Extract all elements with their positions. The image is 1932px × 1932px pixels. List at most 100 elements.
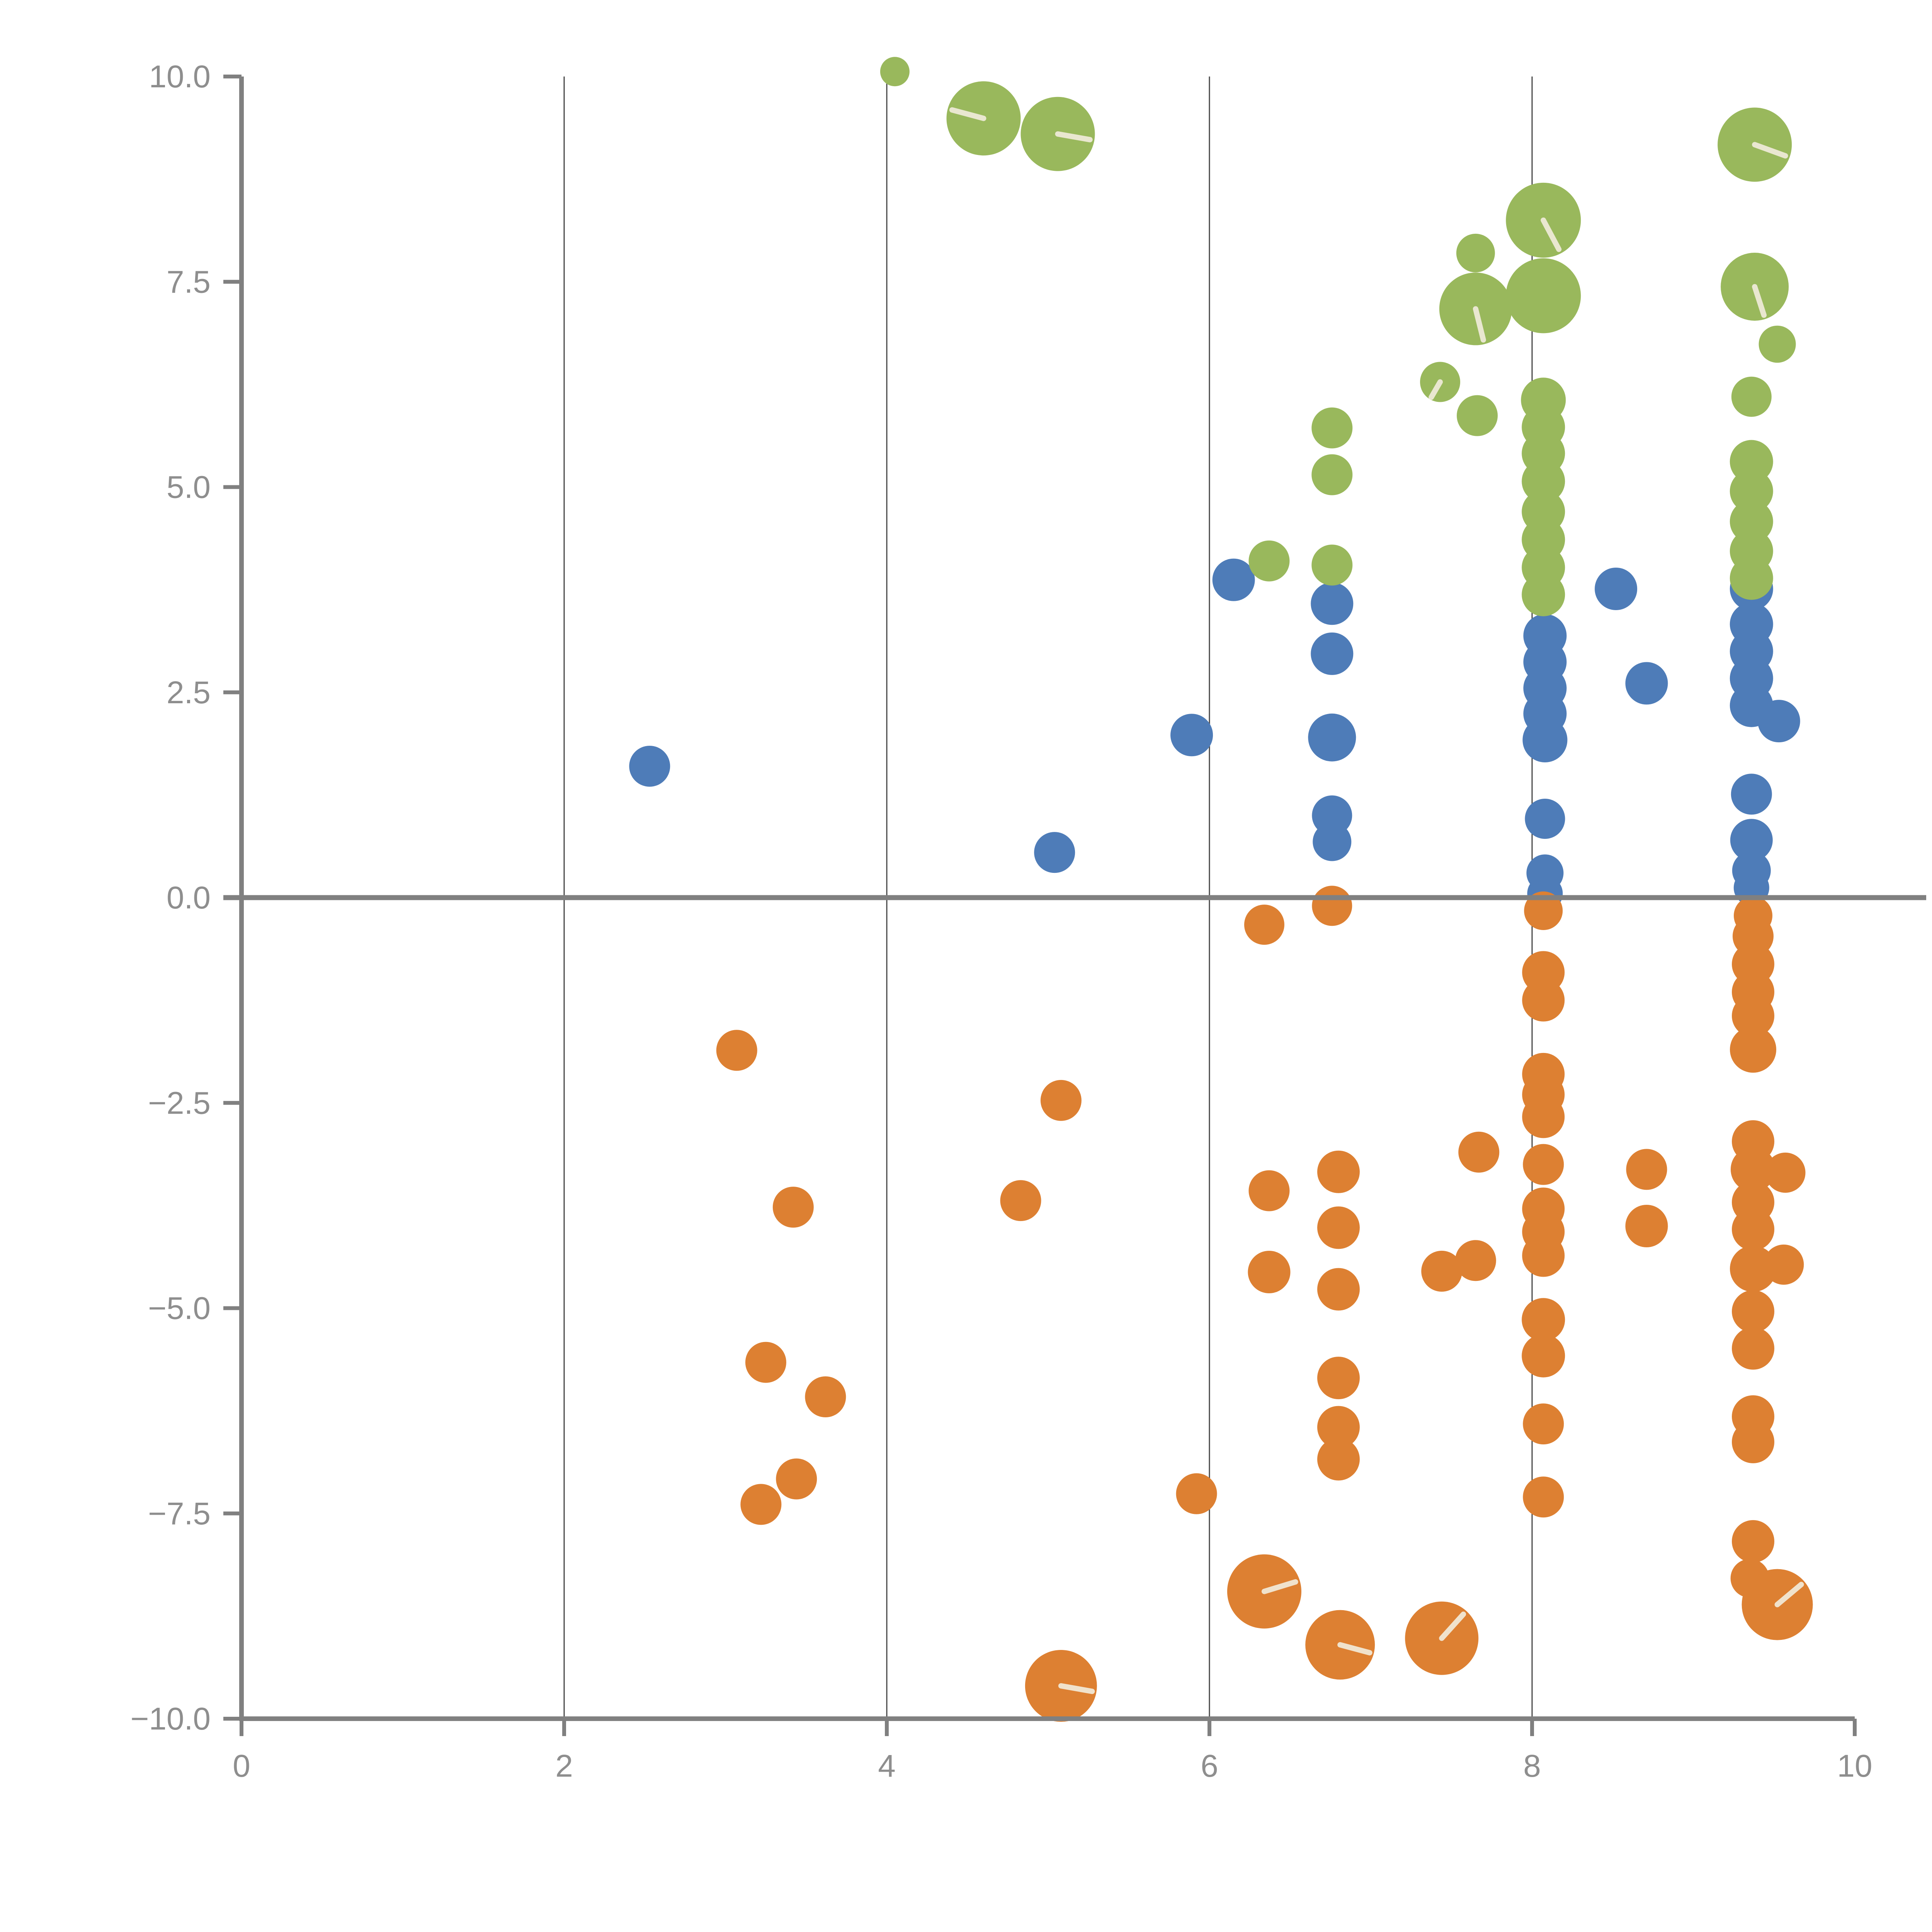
data-point-orange — [1730, 1147, 1776, 1192]
bubble-highlight-slash — [1439, 1611, 1466, 1641]
data-point-orange — [1731, 1327, 1774, 1370]
y-tick-label: −2.5 — [148, 1085, 211, 1121]
data-point-blue — [1313, 822, 1352, 861]
data-point-orange — [1317, 1206, 1360, 1249]
data-point-orange — [772, 1187, 814, 1228]
data-point-green — [1311, 544, 1353, 586]
data-point-green — [1522, 573, 1565, 616]
data-point-orange — [1524, 891, 1563, 930]
data-point-orange — [1731, 1208, 1774, 1251]
data-point-orange — [1522, 1298, 1565, 1342]
bubble-highlight-slash — [1058, 1683, 1095, 1694]
x-tick-label: 10 — [1837, 1748, 1872, 1784]
y-tick-label: −7.5 — [148, 1496, 211, 1531]
data-point-orange — [1455, 1240, 1496, 1281]
bubble-highlight-slash — [1752, 284, 1767, 318]
x-tick-label: 2 — [555, 1748, 573, 1784]
y-tick-label: −10.0 — [131, 1701, 211, 1736]
data-point-orange — [1458, 1131, 1500, 1173]
data-point-orange — [740, 1484, 782, 1525]
bubble-highlight-slash — [1541, 217, 1562, 252]
data-point-green — [1730, 556, 1773, 600]
bubble-highlight-slash — [1261, 1579, 1298, 1594]
data-point-orange — [1312, 886, 1352, 926]
data-point-orange — [1248, 1251, 1291, 1293]
data-point-orange — [1522, 979, 1565, 1022]
data-point-green — [1759, 325, 1796, 363]
data-point-orange — [1523, 1144, 1564, 1185]
data-point-orange — [1731, 1520, 1774, 1563]
y-tick-label: −5.0 — [148, 1291, 211, 1326]
data-point-green — [1457, 395, 1498, 436]
data-point-orange — [1764, 1244, 1804, 1285]
data-point-green — [1522, 459, 1565, 503]
data-point-blue — [1595, 568, 1638, 610]
bubble-highlight-slash — [1774, 1582, 1804, 1607]
bubble-highlight-slash — [1337, 1642, 1372, 1656]
data-point-blue — [629, 746, 670, 787]
data-point-blue — [1757, 700, 1800, 743]
data-point-blue — [1525, 799, 1565, 839]
data-point-blue — [1730, 819, 1773, 862]
data-point-orange — [1523, 1403, 1564, 1445]
x-tick-label: 0 — [233, 1748, 250, 1784]
data-point-green — [880, 57, 910, 87]
data-point-blue — [1731, 774, 1772, 815]
x-tick-label: 6 — [1201, 1748, 1218, 1784]
data-point-orange — [1522, 1095, 1565, 1138]
data-point-orange — [716, 1030, 757, 1071]
data-point-orange — [1040, 1080, 1082, 1121]
data-point-green — [1730, 469, 1773, 513]
data-point-orange — [1625, 1205, 1668, 1247]
data-point-orange — [1317, 1406, 1360, 1449]
data-point-blue — [1212, 558, 1255, 601]
data-point-blue — [1170, 714, 1213, 757]
bubble-highlight-slash — [1055, 131, 1093, 143]
data-point-orange — [1421, 1250, 1463, 1292]
y-tick-label: 10.0 — [149, 59, 211, 94]
data-point-blue — [1034, 832, 1075, 873]
data-point-orange — [1176, 1473, 1217, 1514]
y-tick-label: 5.0 — [167, 470, 211, 505]
data-point-green — [1506, 258, 1581, 333]
data-point-blue — [1522, 718, 1568, 762]
x-tick-label: 4 — [878, 1748, 896, 1784]
data-point-orange — [1248, 1170, 1290, 1211]
data-point-orange — [1731, 1290, 1774, 1333]
bubble-highlight-slash — [1429, 379, 1443, 400]
data-point-orange — [745, 1342, 786, 1383]
data-point-green — [1248, 540, 1290, 582]
y-tick-label: 2.5 — [167, 675, 211, 710]
data-point-orange — [1244, 905, 1284, 945]
bubble-highlight-slash — [1752, 142, 1788, 159]
data-point-orange — [1317, 1268, 1360, 1311]
data-point-orange — [1522, 1334, 1565, 1378]
data-point-green — [1730, 440, 1773, 483]
data-point-blue — [1311, 632, 1354, 675]
data-point-blue — [1308, 713, 1356, 762]
y-tick-label: 7.5 — [167, 264, 211, 299]
data-point-blue — [1311, 582, 1354, 625]
data-point-orange — [805, 1376, 846, 1417]
bubble-highlight-slash — [949, 107, 986, 121]
data-point-orange — [1765, 1152, 1806, 1193]
data-point-orange — [1731, 1420, 1774, 1463]
data-point-orange — [776, 1458, 817, 1500]
data-point-green — [1731, 376, 1772, 417]
data-point-orange — [1317, 1150, 1360, 1193]
data-point-green — [1311, 454, 1353, 495]
data-point-orange — [1730, 1026, 1776, 1073]
y-tick-label: 0.0 — [167, 880, 211, 915]
data-point-green — [1456, 233, 1495, 272]
data-point-orange — [1523, 1476, 1564, 1518]
bubble-highlight-slash — [1473, 306, 1486, 343]
x-tick-label: 8 — [1523, 1748, 1541, 1784]
data-point-orange — [1731, 995, 1774, 1037]
data-point-green — [1730, 500, 1773, 543]
data-point-blue — [1625, 662, 1668, 705]
data-point-orange — [1626, 1149, 1667, 1190]
data-point-orange — [1522, 1234, 1565, 1277]
data-point-orange — [1317, 1357, 1360, 1400]
